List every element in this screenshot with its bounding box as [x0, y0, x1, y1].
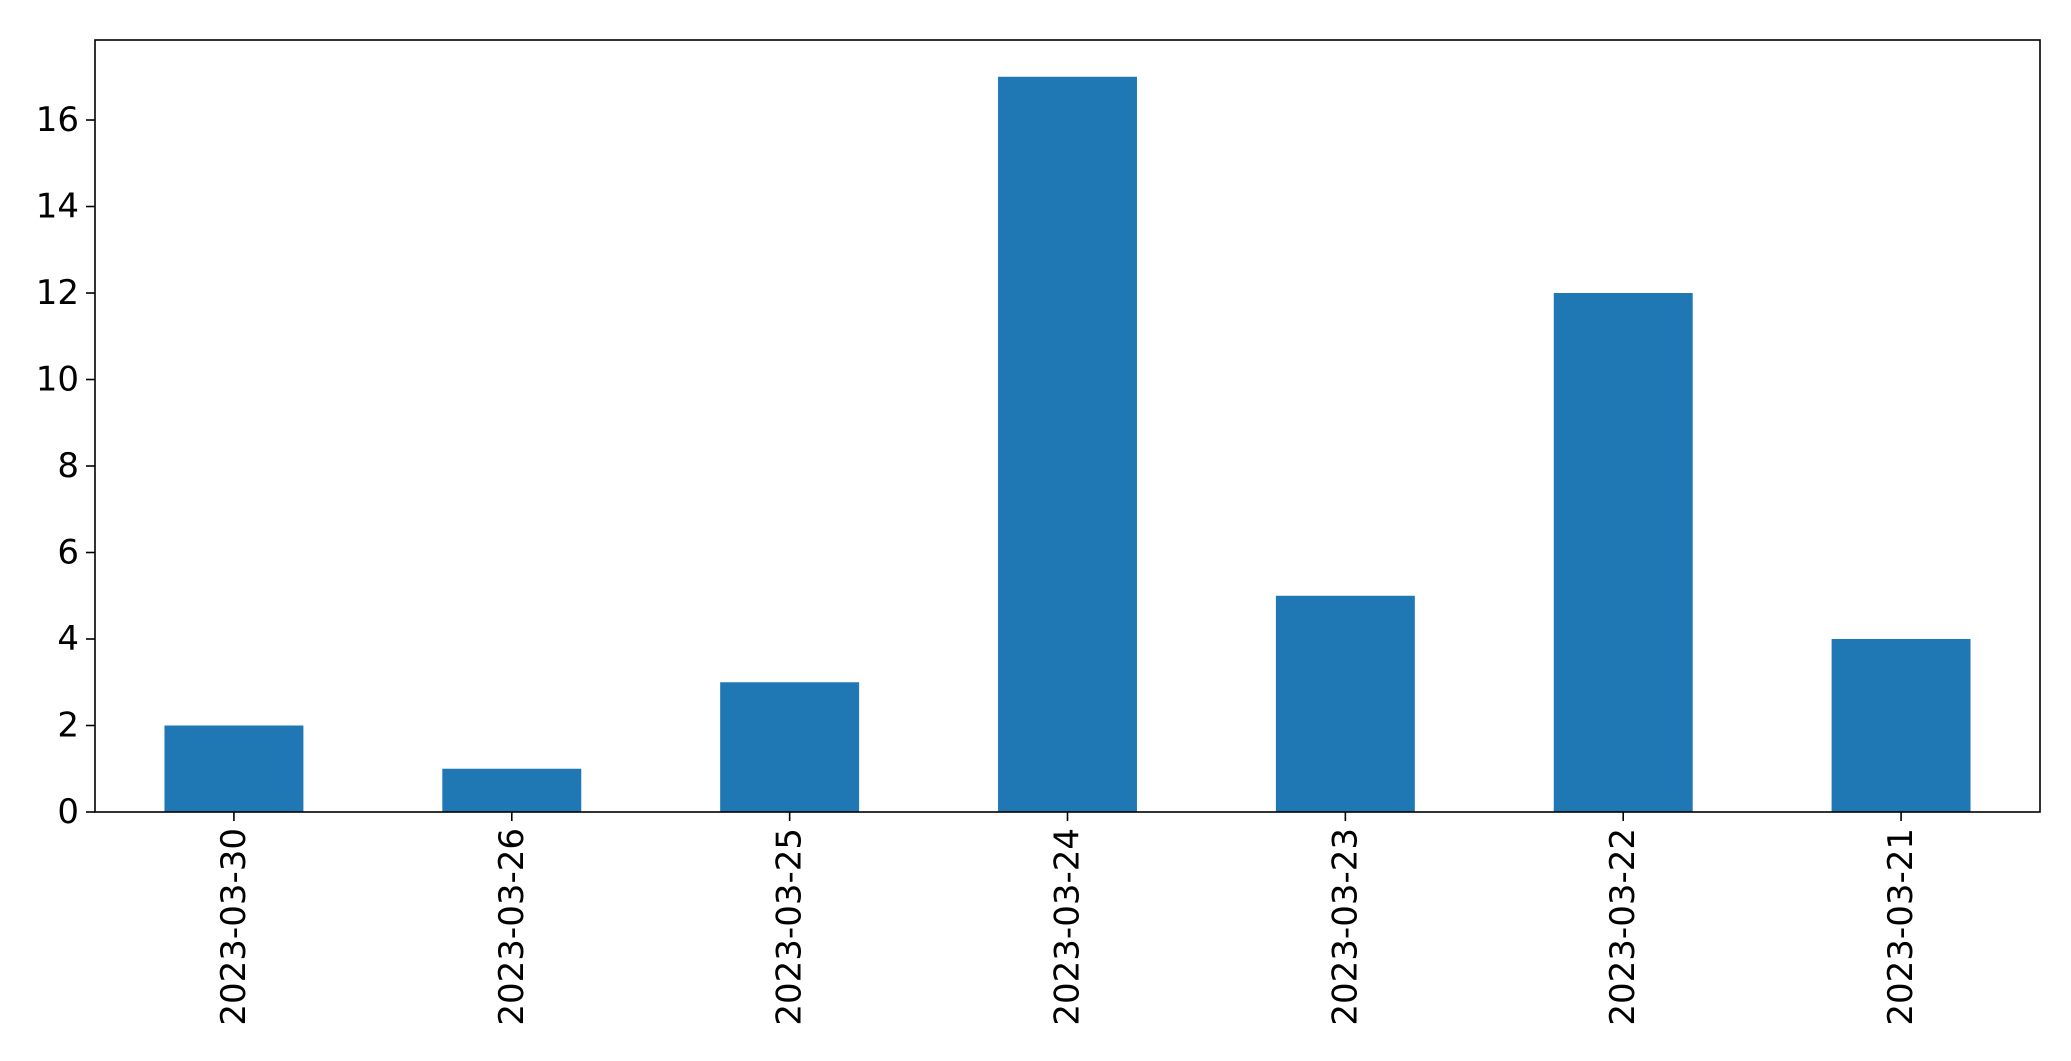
- y-tick-label: 14: [36, 187, 79, 227]
- bar-2023-03-23: [1275, 595, 1415, 812]
- bars-layer: [164, 76, 1971, 812]
- y-tick-label: 2: [57, 706, 79, 746]
- bar-2023-03-25: [720, 682, 860, 812]
- x-tick-label: 2023-03-25: [770, 828, 810, 1026]
- x-axis: 2023-03-30 2023-03-26 2023-03-25 2023-03-24…: [214, 812, 1921, 1026]
- bar-2023-03-21: [1831, 639, 1971, 812]
- plot-frame: [94, 39, 2041, 813]
- bar-2023-03-26: [442, 768, 582, 812]
- bar-2023-03-30: [164, 725, 304, 812]
- y-tick-label: 8: [57, 446, 79, 486]
- y-tick-label: 16: [36, 100, 79, 140]
- x-tick-label: 2023-03-21: [1881, 828, 1921, 1026]
- x-tick-label: 2023-03-23: [1325, 828, 1365, 1026]
- x-tick-label: 2023-03-24: [1048, 828, 1088, 1026]
- x-tick-label: 2023-03-30: [214, 828, 254, 1026]
- y-tick-label: 10: [36, 360, 79, 400]
- y-tick-label: 12: [36, 273, 79, 313]
- y-tick-label: 6: [57, 533, 79, 573]
- y-tick-label: 4: [57, 619, 79, 659]
- bar-2023-03-24: [998, 76, 1137, 812]
- x-tick-label: 2023-03-22: [1603, 828, 1643, 1026]
- y-axis: 0 2 4 6 8 10 12 14 16: [36, 100, 95, 832]
- y-tick-label: 0: [57, 792, 79, 832]
- bar-2023-03-22: [1553, 293, 1693, 812]
- x-tick-label: 2023-03-26: [492, 828, 532, 1026]
